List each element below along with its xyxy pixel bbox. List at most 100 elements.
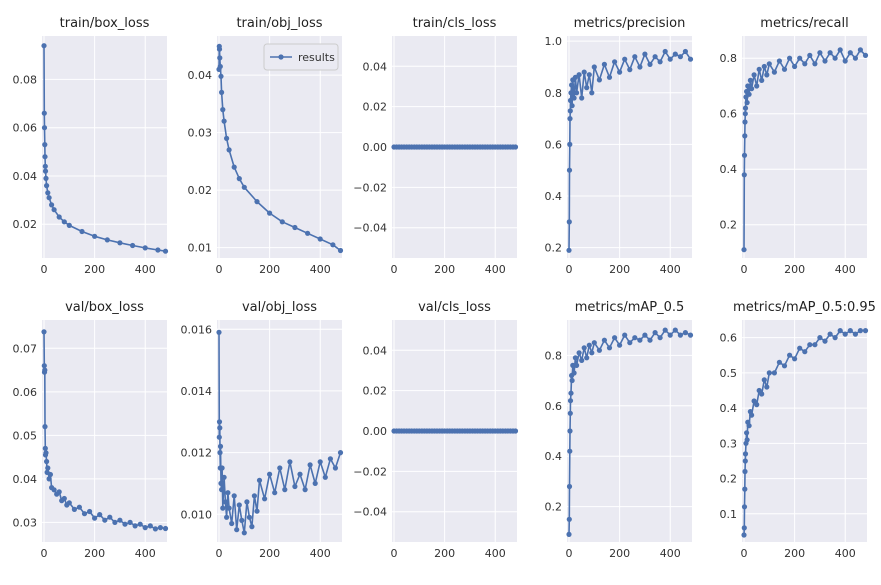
data-point [612,59,618,65]
y-tick-label: 0.6 [545,400,563,413]
y-tick-label: 0.02 [363,101,388,114]
data-point [817,50,823,56]
data-point [652,330,658,336]
y-tick-label: 0.01 [188,242,213,255]
data-point [742,458,748,464]
x-tick-label: 200 [784,263,805,276]
data-point [234,527,240,533]
y-tick-label: 0.03 [13,516,38,529]
data-point [217,425,223,431]
data-point [746,423,752,429]
y-tick-label: 0.05 [13,429,38,442]
data-point [51,207,57,213]
data-point [43,175,49,181]
data-point [657,335,663,341]
data-point [589,350,595,356]
y-tick-label: 0.04 [13,170,38,183]
data-point [787,352,793,358]
data-point [122,521,128,527]
y-tick-label: 0.2 [720,473,738,486]
data-point [567,116,573,122]
y-tick-label: 0.04 [363,60,388,73]
data-point [66,222,72,228]
data-point [581,69,587,75]
data-point [741,152,748,158]
y-tick-label: 0.012 [181,447,213,460]
data-point [262,496,268,502]
data-point [569,377,575,384]
data-point [832,335,838,341]
data-point [46,476,52,482]
data-point [317,236,323,242]
data-point [601,61,608,67]
data-point [218,73,224,79]
x-tick-label: 0 [41,547,48,560]
data-point [754,402,760,408]
subplot-title: metrics/mAP_0.5 [575,300,685,315]
data-point [781,363,788,369]
x-tick-label: 400 [660,547,681,560]
data-point [287,459,293,465]
y-tick-label: 0.014 [181,385,213,398]
data-point [571,95,577,101]
data-point [219,465,225,471]
data-point [759,77,765,83]
subplot-train-obj-loss: 0 200 400 0.01 0.02 0.03 0.04 train/obj_lossres… [188,16,344,276]
data-point [219,89,225,95]
subplot-title: train/obj_loss [236,16,322,31]
subplot-val-obj-loss: 0 200 400 0.010 0.012 0.014 0.016 val/obj_loss [181,300,344,560]
data-point [305,230,311,236]
subplot-title: val/box_loss [65,300,144,315]
y-tick-label: 0.6 [720,108,738,121]
data-point [56,489,62,495]
data-point [566,247,572,253]
data-point [747,77,754,83]
data-point [41,125,48,131]
x-tick-label: 400 [660,263,681,276]
x-tick-label: 400 [135,547,156,560]
data-point [41,110,47,116]
data-point [857,328,864,334]
data-point [567,410,573,416]
data-point [837,47,843,53]
x-tick-label: 0 [216,263,223,276]
data-point [61,495,67,502]
data-point [71,506,77,512]
legend-box [263,43,339,71]
data-point [817,335,823,341]
x-tick-label: 200 [434,547,455,560]
x-tick-label: 400 [135,263,156,276]
data-point [567,448,573,454]
x-tick-label: 200 [609,547,630,560]
data-point [741,172,747,178]
data-point [312,480,318,486]
data-point [647,61,653,67]
data-point [567,398,574,404]
data-point [771,69,778,75]
subplot-metrics-recall: 0 200 400 0.2 0.4 0.6 0.8 metrics/recall [720,16,869,276]
series-line [568,50,692,251]
data-point [568,90,574,96]
data-point [572,74,579,80]
data-point [571,370,577,376]
data-point [606,74,613,80]
data-point [42,142,48,148]
data-point [751,72,757,78]
data-point [292,483,298,490]
data-point [581,345,587,351]
data-point [43,450,49,456]
data-point [226,147,232,153]
data-point [330,242,336,248]
data-point [102,517,108,523]
data-point [317,459,323,465]
data-point [591,340,597,346]
x-tick-label: 400 [485,263,506,276]
data-point [672,327,678,333]
data-point [327,456,333,462]
data-point [662,327,668,333]
data-point [852,331,859,337]
data-point [857,47,864,53]
x-tick-label: 0 [41,263,48,276]
data-point [117,240,123,246]
data-point [617,342,623,348]
